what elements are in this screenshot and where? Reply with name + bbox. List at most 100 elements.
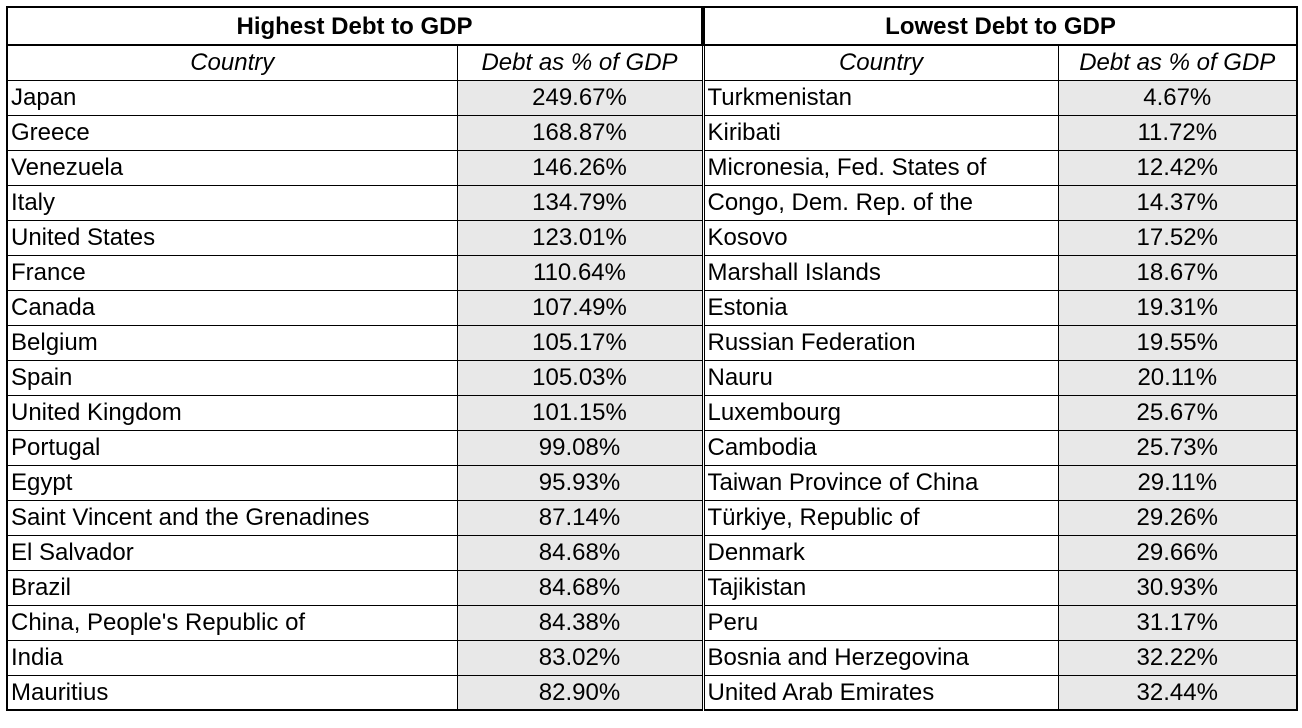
debt-value-cell: 83.02% — [456, 639, 703, 676]
country-cell: Marshall Islands — [703, 254, 1059, 291]
country-cell: Italy — [6, 184, 458, 221]
country-cell: Nauru — [703, 359, 1059, 396]
table-row: Kosovo 17.52% — [703, 219, 1298, 256]
debt-value-cell: 20.11% — [1057, 359, 1298, 396]
debt-value-cell: 29.66% — [1057, 534, 1298, 571]
table-row: Cambodia 25.73% — [703, 429, 1298, 466]
country-cell: United Arab Emirates — [703, 674, 1059, 711]
column-header-debt: Debt as % of GDP — [1057, 44, 1298, 81]
table-title: Highest Debt to GDP — [6, 6, 703, 46]
table-row: Mauritius 82.90% — [6, 674, 703, 711]
country-cell: Portugal — [6, 429, 458, 466]
country-cell: Venezuela — [6, 149, 458, 186]
debt-value-cell: 30.93% — [1057, 569, 1298, 606]
country-cell: Russian Federation — [703, 324, 1059, 361]
table-row: Nauru 20.11% — [703, 359, 1298, 396]
country-cell: Congo, Dem. Rep. of the — [703, 184, 1059, 221]
table-row: India 83.02% — [6, 639, 703, 676]
table-row: Turkmenistan 4.67% — [703, 79, 1298, 116]
table-row: Portugal 99.08% — [6, 429, 703, 466]
table-row: Japan 249.67% — [6, 79, 703, 116]
country-cell: Canada — [6, 289, 458, 326]
country-cell: United Kingdom — [6, 394, 458, 431]
table-body: Turkmenistan 4.67% Kiribati 11.72% Micronesi… — [703, 79, 1298, 711]
debt-value-cell: 134.79% — [456, 184, 703, 221]
country-cell: Brazil — [6, 569, 458, 606]
debt-value-cell: 249.67% — [456, 79, 703, 116]
highest-debt-table: Highest Debt to GDP Country Debt as % of… — [6, 6, 703, 711]
table-row: Peru 31.17% — [703, 604, 1298, 641]
table-row: Egypt 95.93% — [6, 464, 703, 501]
table-row: Brazil 84.68% — [6, 569, 703, 606]
country-cell: Tajikistan — [703, 569, 1059, 606]
country-cell: China, People's Republic of — [6, 604, 458, 641]
table-row: Denmark 29.66% — [703, 534, 1298, 571]
debt-value-cell: 84.68% — [456, 569, 703, 606]
debt-value-cell: 101.15% — [456, 394, 703, 431]
debt-value-cell: 18.67% — [1057, 254, 1298, 291]
country-cell: France — [6, 254, 458, 291]
debt-value-cell: 32.22% — [1057, 639, 1298, 676]
debt-value-cell: 87.14% — [456, 499, 703, 536]
table-row: Canada 107.49% — [6, 289, 703, 326]
column-header-country: Country — [703, 44, 1059, 81]
country-cell: Turkmenistan — [703, 79, 1059, 116]
country-cell: Micronesia, Fed. States of — [703, 149, 1059, 186]
table-row: China, People's Republic of 84.38% — [6, 604, 703, 641]
table-row: United Kingdom 101.15% — [6, 394, 703, 431]
country-cell: Egypt — [6, 464, 458, 501]
debt-value-cell: 29.26% — [1057, 499, 1298, 536]
table-row: Kiribati 11.72% — [703, 114, 1298, 151]
table-row: Saint Vincent and the Grenadines 87.14% — [6, 499, 703, 536]
debt-value-cell: 110.64% — [456, 254, 703, 291]
debt-value-cell: 146.26% — [456, 149, 703, 186]
debt-value-cell: 12.42% — [1057, 149, 1298, 186]
table-row: Estonia 19.31% — [703, 289, 1298, 326]
table-row: Belgium 105.17% — [6, 324, 703, 361]
table-row: Venezuela 146.26% — [6, 149, 703, 186]
debt-value-cell: 168.87% — [456, 114, 703, 151]
table-row: Congo, Dem. Rep. of the 14.37% — [703, 184, 1298, 221]
debt-value-cell: 14.37% — [1057, 184, 1298, 221]
country-cell: Saint Vincent and the Grenadines — [6, 499, 458, 536]
country-cell: Estonia — [703, 289, 1059, 326]
debt-value-cell: 25.73% — [1057, 429, 1298, 466]
table-row: Spain 105.03% — [6, 359, 703, 396]
debt-value-cell: 11.72% — [1057, 114, 1298, 151]
country-cell: Peru — [703, 604, 1059, 641]
debt-to-gdp-tables: Highest Debt to GDP Country Debt as % of… — [6, 6, 1298, 711]
debt-value-cell: 17.52% — [1057, 219, 1298, 256]
debt-value-cell: 84.68% — [456, 534, 703, 571]
table-body: Japan 249.67% Greece 168.87% Venezuela 146.26… — [6, 79, 703, 711]
country-cell: Cambodia — [703, 429, 1059, 466]
country-cell: El Salvador — [6, 534, 458, 571]
country-cell: Belgium — [6, 324, 458, 361]
table-row: Tajikistan 30.93% — [703, 569, 1298, 606]
debt-value-cell: 32.44% — [1057, 674, 1298, 711]
table-row: United States 123.01% — [6, 219, 703, 256]
debt-value-cell: 123.01% — [456, 219, 703, 256]
table-row: Marshall Islands 18.67% — [703, 254, 1298, 291]
country-cell: India — [6, 639, 458, 676]
debt-value-cell: 107.49% — [456, 289, 703, 326]
table-row: Bosnia and Herzegovina 32.22% — [703, 639, 1298, 676]
country-cell: Denmark — [703, 534, 1059, 571]
country-cell: Taiwan Province of China — [703, 464, 1059, 501]
debt-value-cell: 105.17% — [456, 324, 703, 361]
table-row: United Arab Emirates 32.44% — [703, 674, 1298, 711]
table-row: El Salvador 84.68% — [6, 534, 703, 571]
country-cell: Japan — [6, 79, 458, 116]
debt-value-cell: 99.08% — [456, 429, 703, 466]
debt-value-cell: 25.67% — [1057, 394, 1298, 431]
debt-value-cell: 105.03% — [456, 359, 703, 396]
table-row: Micronesia, Fed. States of 12.42% — [703, 149, 1298, 186]
country-cell: Spain — [6, 359, 458, 396]
table-row: Türkiye, Republic of 29.26% — [703, 499, 1298, 536]
table-title: Lowest Debt to GDP — [703, 6, 1298, 46]
table-row: Greece 168.87% — [6, 114, 703, 151]
debt-value-cell: 4.67% — [1057, 79, 1298, 116]
column-header-country: Country — [6, 44, 458, 81]
lowest-debt-table: Lowest Debt to GDP Country Debt as % of … — [703, 6, 1298, 711]
debt-value-cell: 82.90% — [456, 674, 703, 711]
column-header-debt: Debt as % of GDP — [456, 44, 703, 81]
